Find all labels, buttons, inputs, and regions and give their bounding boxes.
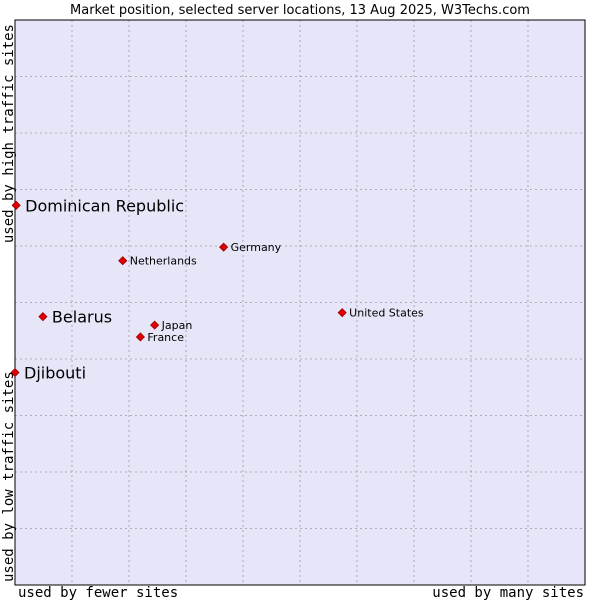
- data-points: Dominican Republic Belarus Djibouti Germany…: [10, 196, 424, 383]
- point-marker-japan: [150, 320, 160, 330]
- point-label-united-states: United States: [349, 307, 424, 320]
- point-label-djibouti: Djibouti: [24, 364, 86, 383]
- plot-frame: [14, 19, 586, 586]
- y-axis-label-bottom: used by low traffic sites: [1, 371, 17, 582]
- point-marker-netherlands: [118, 256, 128, 266]
- x-axis-label-left: used by fewer sites: [18, 585, 178, 600]
- chart-title: Market position, selected server locatio…: [70, 3, 530, 18]
- point-marker-germany: [219, 242, 229, 252]
- point-marker-djibouti: [10, 367, 20, 378]
- point-marker-united-states: [337, 308, 347, 318]
- point-marker-belarus: [38, 312, 48, 322]
- point-label-japan: Japan: [161, 319, 193, 332]
- point-marker-dominican-republic: [11, 200, 21, 210]
- point-label-france: France: [147, 331, 184, 344]
- point-label-dominican-republic: Dominican Republic: [25, 196, 184, 215]
- grid-lines: [15, 20, 585, 585]
- point-label-germany: Germany: [231, 241, 282, 254]
- point-marker-france: [135, 332, 145, 342]
- x-axis-label-right: used by many sites: [432, 585, 584, 600]
- y-axis-label-top: used by high traffic sites: [1, 24, 17, 243]
- point-label-belarus: Belarus: [52, 308, 112, 327]
- point-label-netherlands: Netherlands: [130, 255, 197, 268]
